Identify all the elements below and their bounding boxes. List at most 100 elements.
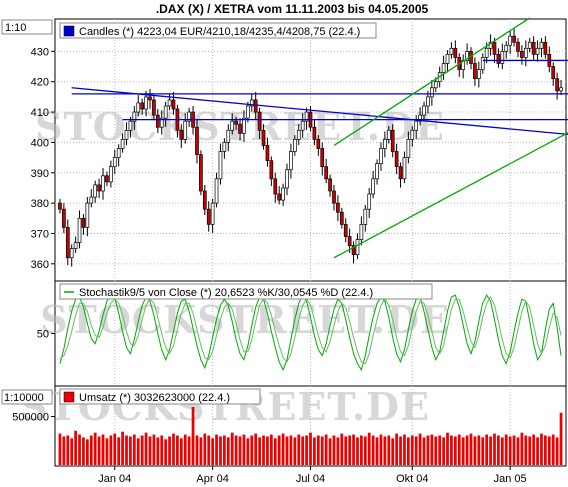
volume-bar <box>532 434 536 465</box>
candle <box>355 239 360 256</box>
candle <box>422 105 426 116</box>
candle <box>167 99 172 107</box>
candle <box>62 208 66 228</box>
candle <box>257 111 262 131</box>
panel-frame-1 <box>54 18 567 282</box>
volume-bar <box>434 436 438 465</box>
candle <box>500 51 505 64</box>
candle <box>394 151 399 168</box>
volume-bar <box>164 439 168 465</box>
volume-bar <box>399 436 402 465</box>
volume-bar <box>168 436 171 465</box>
candle <box>199 154 203 192</box>
volume-bar <box>187 436 191 465</box>
y-tick-label: 50 <box>37 329 49 341</box>
candle <box>69 248 74 259</box>
candle <box>179 129 184 140</box>
volume-bar <box>555 437 559 465</box>
legend-text: Stochastik9/5 von Close (*) 20,6523 %K/3… <box>79 287 373 299</box>
candle <box>375 163 379 180</box>
candle <box>187 111 191 122</box>
volume-bar <box>297 434 301 465</box>
candle <box>202 190 207 210</box>
volume-bar <box>136 438 140 465</box>
candle <box>406 139 411 158</box>
candle <box>206 208 211 225</box>
y-tick-label: 370 <box>31 228 49 240</box>
candle <box>473 63 477 80</box>
volume-bar <box>179 438 183 465</box>
volume-bar <box>273 438 277 465</box>
volume-bar <box>395 433 398 465</box>
candle <box>277 193 282 201</box>
series-line <box>59 296 562 365</box>
y-tick-label: 500000 <box>12 412 49 424</box>
candle <box>265 145 270 161</box>
volume-bar <box>442 437 445 465</box>
volume-bar <box>414 436 418 465</box>
candle <box>535 47 540 55</box>
volume-bar <box>465 435 469 465</box>
candle <box>426 96 430 107</box>
volume-bar <box>266 436 269 465</box>
candle <box>402 157 407 180</box>
candle <box>140 102 145 110</box>
candle <box>144 96 148 110</box>
volume-bar <box>450 435 453 465</box>
volume-bar <box>559 412 563 465</box>
candle <box>367 193 372 210</box>
candle <box>398 166 403 180</box>
x-tick-label: Apr 04 <box>196 473 228 485</box>
volume-bar <box>183 434 187 465</box>
volume-bar <box>89 435 93 465</box>
volume-bar <box>469 433 473 465</box>
volume-bar <box>109 435 113 465</box>
candle <box>386 129 391 140</box>
volume-bar <box>203 433 207 465</box>
y-tick-label: 390 <box>31 168 49 180</box>
volume-bar <box>391 438 395 465</box>
volume-bar <box>195 435 199 465</box>
candle <box>300 120 305 131</box>
volume-bar <box>406 437 410 465</box>
candle <box>418 114 422 122</box>
volume-bar <box>504 434 508 465</box>
candle <box>359 224 364 240</box>
candle <box>383 139 387 149</box>
y-tick-label: 420 <box>31 77 49 89</box>
volume-bar <box>125 435 128 465</box>
candle <box>289 151 293 171</box>
volume-bar <box>453 436 457 465</box>
legend-box <box>59 388 261 405</box>
volume-bar <box>344 436 348 465</box>
volume-bar <box>140 435 144 465</box>
candle <box>112 157 117 168</box>
candle <box>210 202 215 225</box>
volume-bar <box>383 436 387 465</box>
volume-bar <box>58 433 62 465</box>
volume-bar <box>485 434 489 465</box>
x-tick-label: Jan 04 <box>98 473 131 485</box>
volume-bar <box>371 435 375 465</box>
volume-bar <box>301 436 305 465</box>
volume-bar <box>430 434 434 465</box>
candle <box>77 217 82 243</box>
volume-bar <box>176 435 179 465</box>
candle <box>304 111 309 122</box>
volume-bar <box>497 435 500 465</box>
candle <box>155 114 160 128</box>
volume-bar <box>309 432 312 465</box>
candle <box>508 35 512 46</box>
volume-bar <box>360 435 363 465</box>
volume-bar <box>117 437 121 465</box>
candle <box>445 54 450 64</box>
candle <box>132 111 137 122</box>
candle <box>441 63 446 73</box>
candle <box>101 175 105 192</box>
candle <box>222 142 227 152</box>
volume-bar <box>62 436 66 465</box>
candle <box>159 117 164 128</box>
volume-bar <box>277 435 281 465</box>
